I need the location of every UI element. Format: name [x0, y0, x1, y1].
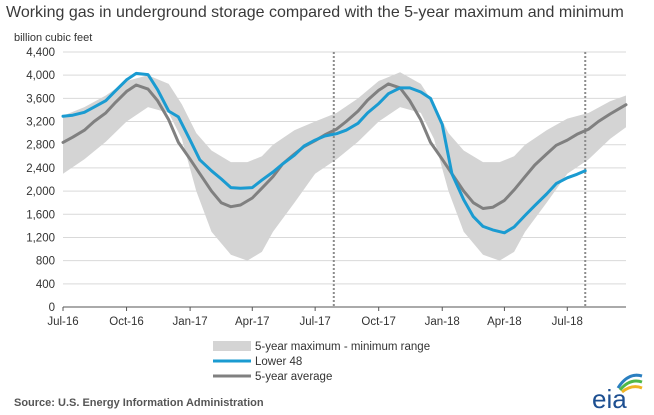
y-tick-label: 3,200	[26, 117, 55, 129]
x-tick-label: Jan-18	[425, 316, 460, 328]
y-tick-label: 3,600	[26, 93, 55, 105]
y-axis-label: billion cubic feet	[14, 32, 93, 44]
y-tick-label: 2,800	[26, 140, 55, 152]
x-tick-label: Jul-16	[47, 316, 78, 328]
y-tick-label: 1,200	[26, 232, 55, 244]
y-tick-label: 1,600	[26, 209, 55, 221]
x-tick-label: Oct-16	[109, 316, 144, 328]
y-tick-labels: 0 400 800 1,200 1,600 2,000 2,400 2,800 3,200 3,6…	[26, 47, 55, 314]
x-tick-label: Apr-17	[235, 316, 270, 328]
legend-label: Lower 48	[255, 356, 302, 368]
source-note: Source: U.S. Energy Information Administ…	[14, 397, 264, 409]
x-tick-label: Jan-17	[173, 316, 208, 328]
series-lines	[61, 71, 628, 235]
x-tick-label: Apr-18	[487, 316, 522, 328]
x-tick-labels: Jul-16 Oct-16 Jan-17 Apr-17 Jul-17 Oct-17 Jan-…	[47, 307, 583, 328]
eia-logo-text: eia	[592, 384, 627, 412]
y-tick-label: 400	[36, 279, 55, 291]
y-tick-label: 2,400	[26, 163, 55, 175]
legend-label: 5-year average	[255, 371, 332, 383]
legend-label: 5-year maximum - minimum range	[255, 341, 430, 353]
y-tick-label: 0	[49, 302, 55, 314]
chart-area: 0 400 800 1,200 1,600 2,000 2,400 2,800 3,200 3,6…	[26, 47, 628, 383]
y-tick-label: 4,000	[26, 70, 55, 82]
series-line-5-year-average	[61, 82, 628, 210]
range-band	[63, 72, 626, 261]
legend: 5-year maximum - minimum range Lower 48 5-…	[213, 341, 430, 383]
y-tick-label: 2,000	[26, 186, 55, 198]
y-tick-label: 800	[36, 256, 55, 268]
y-tick-label: 4,400	[26, 47, 55, 59]
eia-logo: eia	[592, 373, 643, 412]
legend-swatch-range	[213, 341, 251, 351]
x-tick-label: Jul-17	[299, 316, 330, 328]
vertical-markers	[332, 52, 587, 307]
x-tick-label: Oct-17	[361, 316, 396, 328]
series-line-lower-48	[61, 71, 587, 235]
chart-title: Working gas in underground storage compa…	[6, 4, 624, 21]
x-tick-label: Jul-18	[552, 316, 583, 328]
